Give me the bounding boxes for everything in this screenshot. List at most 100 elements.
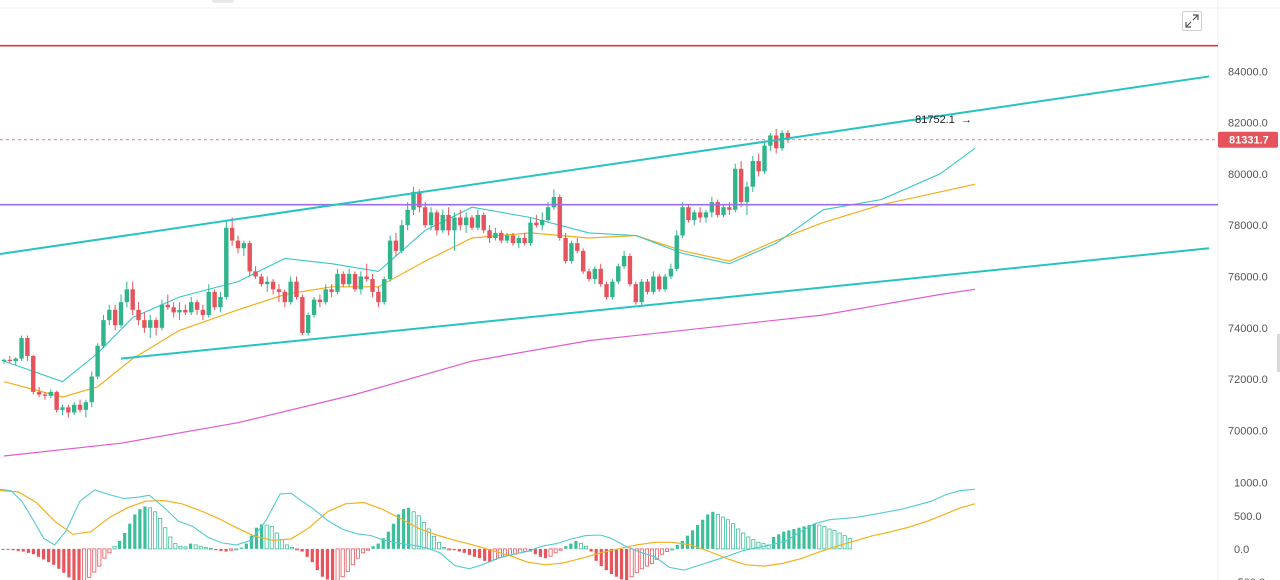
candle-39 [229, 217, 235, 246]
macd-bar-7 [36, 548, 41, 557]
expand-button[interactable] [1182, 11, 1202, 31]
drawn-lines[interactable] [0, 44, 1218, 360]
candle-body [680, 207, 685, 236]
macd-bar-157 [797, 527, 801, 549]
macd-bar-90 [457, 548, 461, 552]
candle-111 [651, 271, 656, 295]
candle-57 [335, 268, 340, 295]
price-tick-label: 80000.0 [1228, 169, 1268, 181]
macd-bar-63 [320, 548, 325, 577]
macd-bar-118 [599, 548, 603, 567]
candle-129 [756, 153, 761, 177]
candle-5 [31, 354, 36, 395]
macd-bar-54 [274, 532, 279, 550]
candle-26 [153, 317, 159, 336]
candle-73 [428, 207, 434, 231]
candle-body [709, 202, 715, 213]
candle-body [329, 289, 334, 292]
candle-body [423, 207, 428, 226]
macd-bar-6 [31, 548, 36, 555]
candle-body [341, 273, 346, 285]
macd-bar-74 [376, 543, 380, 549]
macd-bar-28 [143, 506, 147, 549]
candle-body [370, 279, 375, 292]
top-tab-handle[interactable] [212, 0, 234, 3]
candle-body [259, 276, 264, 285]
macd-bar-165 [837, 532, 842, 550]
candle-21 [124, 281, 130, 308]
candle-36 [212, 289, 217, 310]
candle-119 [697, 207, 703, 223]
macd-tick-label: -500.0 [1234, 577, 1265, 580]
macd-line [0, 488, 976, 571]
macd-bar-78 [396, 514, 401, 549]
macd-bar-36 [183, 546, 188, 550]
macd-bar-72 [366, 548, 371, 551]
macd-bar-94 [477, 548, 482, 559]
candle-body [621, 255, 627, 267]
candle-body [189, 302, 194, 313]
candle-35 [206, 284, 211, 318]
candle-body [317, 299, 323, 303]
macd-bar-50 [254, 527, 259, 549]
candle-104 [610, 279, 615, 300]
candle-body [405, 209, 410, 226]
macd-bar-46 [234, 548, 239, 551]
candle-32 [189, 297, 194, 315]
candle-body [382, 279, 387, 303]
macd-bar-124 [629, 548, 634, 578]
scrollbar-handle[interactable] [1277, 334, 1280, 372]
macd-bar-66 [335, 548, 340, 580]
price-tick-label: 76000.0 [1228, 271, 1268, 283]
macd-bar-16 [82, 548, 87, 580]
candle-83 [487, 225, 492, 244]
macd-bar-138 [701, 519, 705, 549]
candle-11 [66, 404, 71, 418]
candle-130 [762, 140, 767, 174]
candle-60 [352, 271, 358, 292]
candle-133 [779, 130, 785, 151]
macd-bar-59 [300, 548, 304, 552]
macd-bar-32 [163, 527, 168, 550]
candle-67 [393, 232, 399, 256]
candle-body [487, 230, 492, 239]
candle-body [475, 214, 481, 228]
macd-bar-107 [543, 548, 548, 559]
candle-122 [715, 199, 720, 218]
macd-bar-38 [193, 544, 198, 550]
candle-77 [452, 212, 457, 251]
candle-90 [528, 217, 533, 246]
candle-75 [440, 209, 445, 233]
candle-body [428, 212, 434, 226]
moving-averages [3, 147, 976, 457]
candle-7 [42, 391, 48, 400]
macd-bar-142 [720, 516, 725, 550]
candle-89 [522, 232, 527, 246]
ma-long-line [3, 288, 976, 457]
candle-37 [218, 291, 223, 313]
candle-body [534, 222, 539, 226]
candle-body [598, 268, 603, 285]
macd-bar-86 [437, 541, 442, 550]
macd-bar-158 [802, 526, 806, 549]
candle-34 [200, 304, 206, 321]
macd-bar-117 [594, 548, 598, 561]
candle-body [463, 217, 469, 226]
candle-41 [241, 240, 247, 256]
ma-medium-line [3, 183, 976, 398]
candle-79 [463, 212, 469, 233]
candle-body [557, 196, 562, 239]
candle-body [481, 214, 486, 231]
macd-bar-55 [279, 539, 284, 550]
macd-bar-143 [726, 519, 731, 550]
candle-17 [101, 314, 106, 349]
macd-bar-31 [158, 518, 163, 550]
candle-body [674, 235, 679, 269]
macd-bar-61 [310, 548, 314, 563]
macd-bar-113 [574, 540, 578, 549]
candle-52 [306, 312, 311, 336]
candle-body [540, 220, 545, 226]
candle-body [165, 304, 170, 308]
candle-112 [657, 273, 662, 292]
